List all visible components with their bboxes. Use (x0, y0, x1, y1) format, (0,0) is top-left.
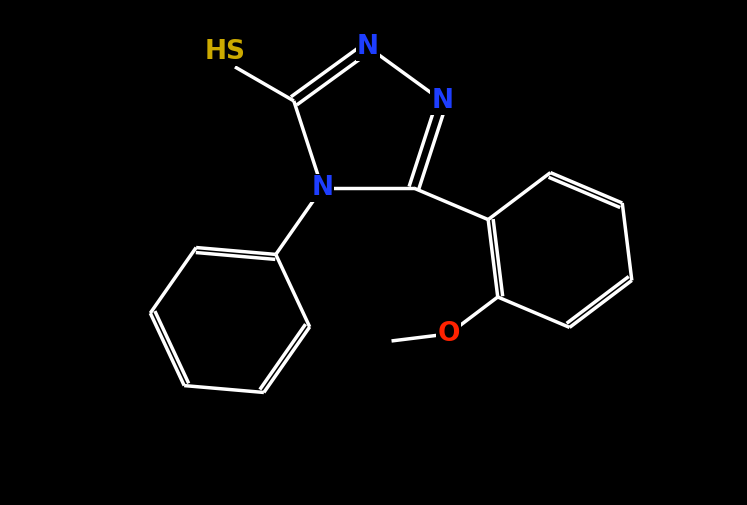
Text: N: N (357, 34, 379, 60)
Text: N: N (311, 175, 333, 201)
Text: HS: HS (205, 39, 246, 65)
Text: N: N (431, 88, 453, 114)
Text: O: O (438, 321, 460, 347)
